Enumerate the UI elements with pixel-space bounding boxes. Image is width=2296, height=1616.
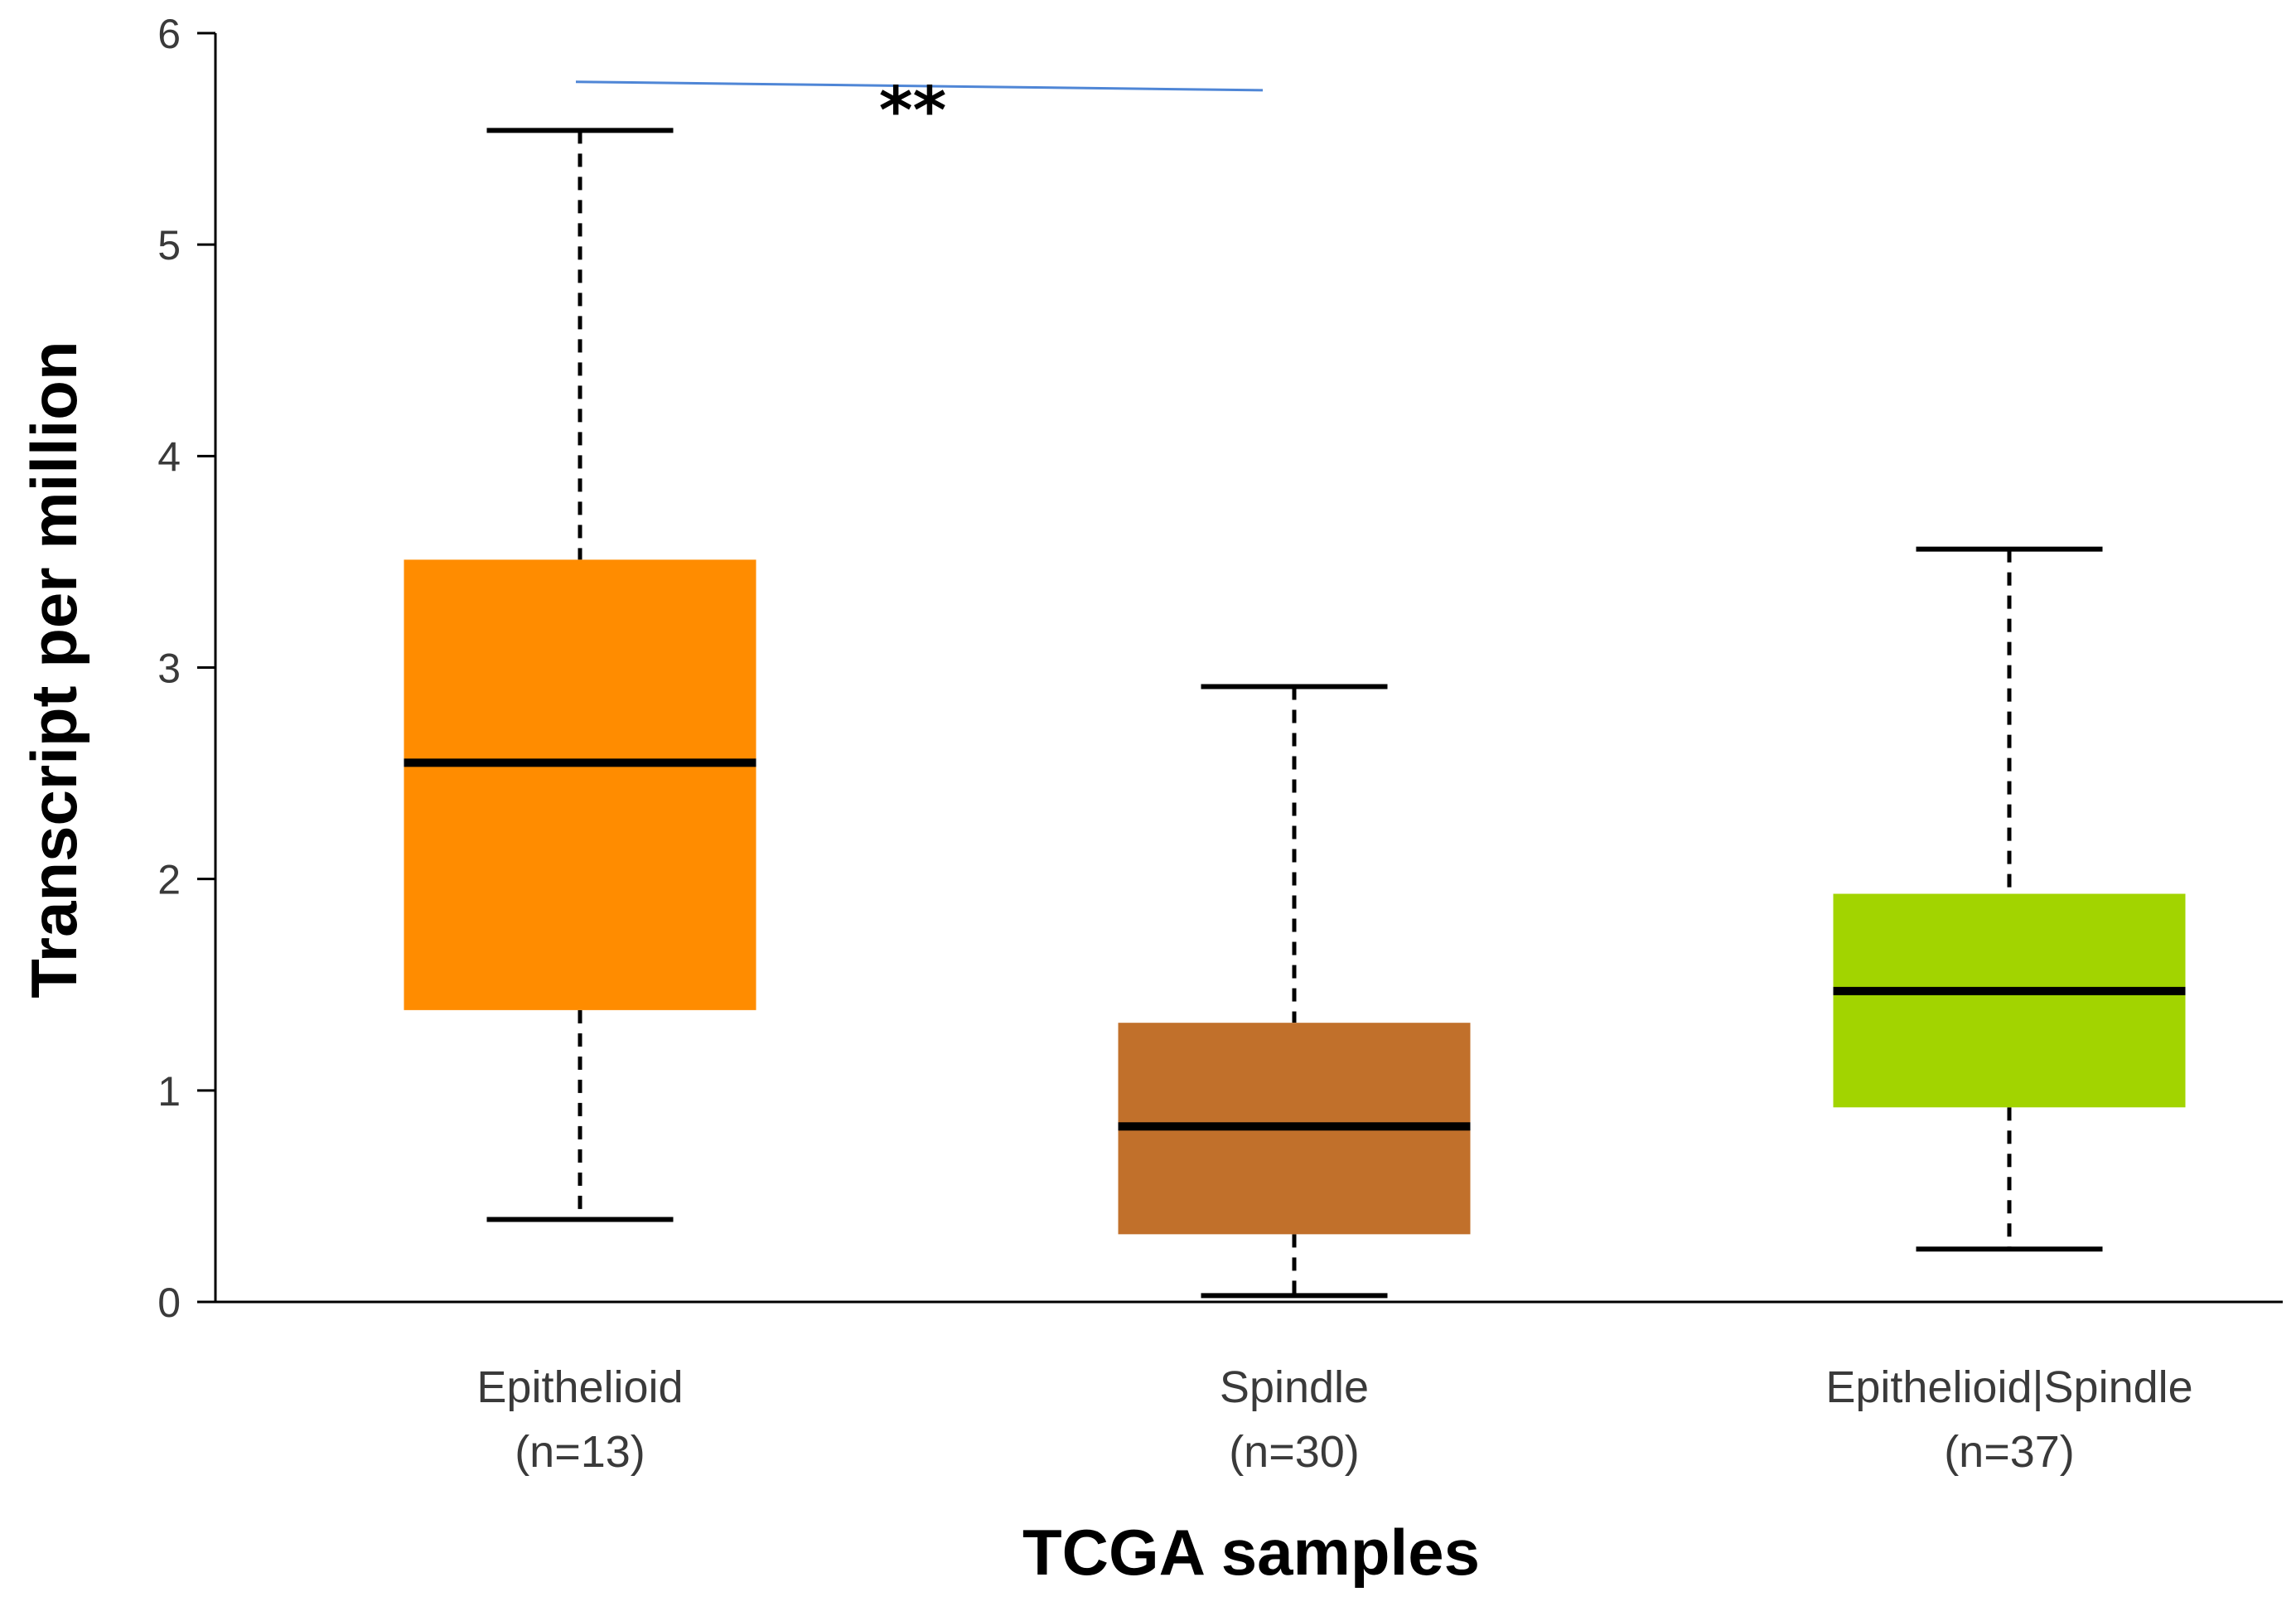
box-epithelioid-spindle <box>1833 546 2186 1252</box>
significance-label: ** <box>879 75 947 149</box>
boxes <box>404 128 2186 1299</box>
x-category-label: Spindle <box>1220 1362 1369 1412</box>
y-tick-label: 3 <box>157 646 181 692</box>
x-category-label: Epithelioid|Spindle <box>1825 1362 2192 1412</box>
y-axis-title: Transcript per million <box>17 341 90 998</box>
y-tick-label: 1 <box>157 1068 181 1115</box>
y-tick-label: 5 <box>157 222 181 269</box>
x-axis: Epithelioid (n=13) Spindle (n=30) Epithelioi… <box>215 1300 2283 1477</box>
x-category-n-label: (n=30) <box>1229 1427 1360 1477</box>
y-axis: 0 1 2 3 4 5 6 <box>157 11 217 1326</box>
significance-line <box>575 80 1264 92</box>
box-spindle <box>1118 684 1471 1299</box>
x-category-n-label: (n=13) <box>515 1427 645 1477</box>
iqr-box <box>1833 893 2186 1108</box>
significance-annotation: ** <box>575 75 1264 149</box>
x-axis-title: TCGA samples <box>1022 1516 1480 1589</box>
x-category-label: Epithelioid <box>476 1362 683 1412</box>
x-category-n-label: (n=37) <box>1944 1427 2075 1477</box>
y-tick-label: 6 <box>157 11 181 57</box>
box-epithelioid <box>404 128 756 1222</box>
y-tick-label: 2 <box>157 857 181 903</box>
y-tick-label: 0 <box>157 1280 181 1326</box>
y-tick-label: 4 <box>157 433 181 480</box>
iqr-box <box>404 559 756 1010</box>
